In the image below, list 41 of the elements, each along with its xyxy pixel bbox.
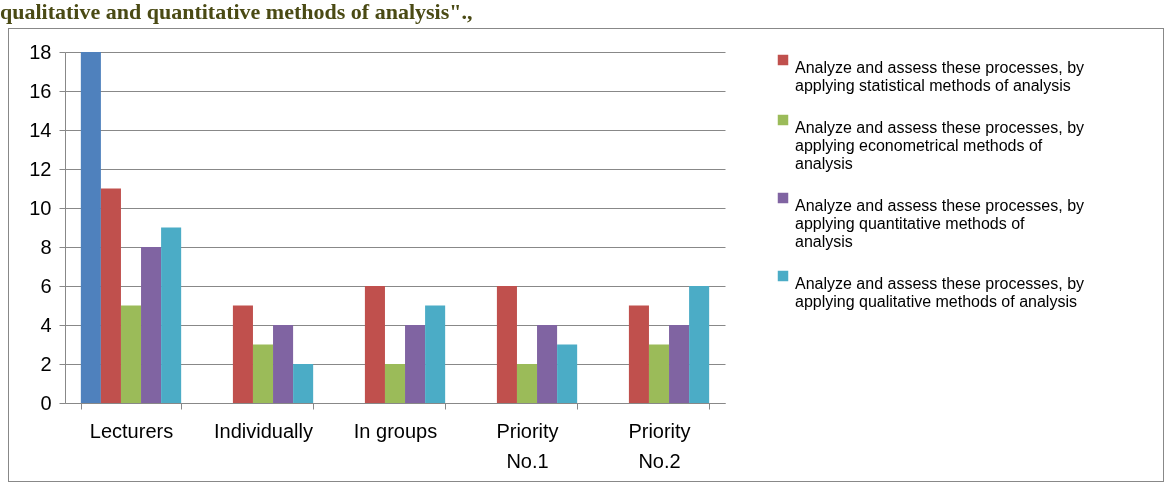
bar bbox=[141, 247, 162, 403]
x-tick-label: Priority No.2 bbox=[628, 419, 691, 472]
y-tick-label: 16 bbox=[29, 79, 52, 102]
bar bbox=[628, 305, 649, 403]
bar bbox=[232, 305, 253, 403]
bar bbox=[425, 305, 446, 403]
y-tick-label: 6 bbox=[40, 274, 52, 297]
x-tick-label: Priority No.1 bbox=[496, 419, 559, 472]
bar bbox=[252, 344, 274, 403]
bar bbox=[80, 52, 101, 403]
bar bbox=[516, 364, 538, 403]
bar bbox=[120, 305, 142, 403]
bar bbox=[496, 286, 517, 403]
bar bbox=[537, 325, 558, 403]
legend-label: Analyze and assess these processes, by applying econometrical methods of analysis bbox=[795, 119, 1085, 172]
y-tick-label: 14 bbox=[29, 118, 52, 141]
bar bbox=[273, 325, 294, 403]
bar bbox=[364, 286, 385, 403]
bar bbox=[100, 188, 121, 403]
chart-title: qualitative and quantitative methods of analysis"., bbox=[0, 0, 473, 24]
bar bbox=[669, 325, 690, 403]
legend-label: Analyze and assess these processes, by applying statistical methods of analysis bbox=[795, 59, 1085, 94]
y-tick-label: 12 bbox=[29, 157, 52, 180]
bar bbox=[384, 364, 406, 403]
bar bbox=[689, 286, 710, 403]
y-tick-label: 4 bbox=[40, 313, 52, 336]
x-tick-label: In groups bbox=[353, 419, 438, 442]
x-tick-label: Lecturers bbox=[89, 419, 174, 442]
y-tick-label: 10 bbox=[29, 196, 52, 219]
bar bbox=[161, 227, 182, 403]
bar bbox=[557, 344, 578, 403]
bar bbox=[648, 344, 670, 403]
y-tick-label: 2 bbox=[40, 352, 52, 375]
x-tick-label: Individually bbox=[214, 419, 313, 442]
y-tick-label: 0 bbox=[40, 391, 52, 414]
y-tick-label: 18 bbox=[29, 40, 52, 63]
legend-label: Analyze and assess these processes, by applying quantitative methods of analysis bbox=[795, 197, 1085, 250]
y-tick-label: 8 bbox=[40, 235, 52, 258]
bar bbox=[293, 364, 314, 403]
legend-label: Analyze and assess these processes, by applying qualitative methods of analysis bbox=[795, 275, 1085, 310]
bar bbox=[405, 325, 426, 403]
